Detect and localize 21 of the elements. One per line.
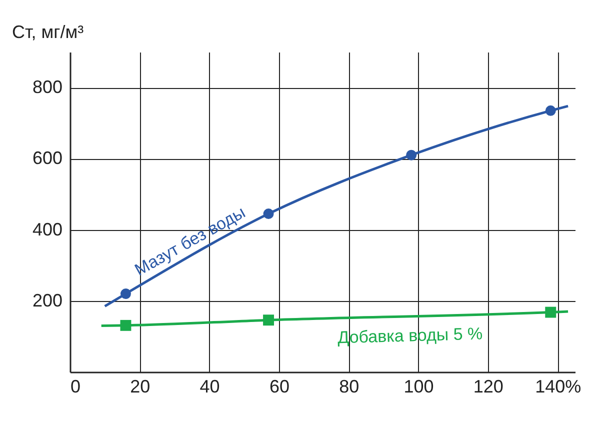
x-tick-label: 80 <box>339 376 360 396</box>
point <box>120 320 132 331</box>
x-tick-label: 120 <box>473 376 504 396</box>
y-tick-label: 200 <box>32 290 62 310</box>
y-tick-label: 600 <box>32 148 62 168</box>
y-axis-title: Ст, мг/м³ <box>12 22 84 42</box>
line-series <box>104 104 570 308</box>
point <box>545 105 556 116</box>
x-tick-label: 0 <box>70 376 81 396</box>
x-tick-label: 60 <box>269 376 290 396</box>
point <box>263 208 274 220</box>
point <box>120 288 131 300</box>
point <box>406 150 417 160</box>
x-tick-label: 40 <box>200 376 220 396</box>
y-tick-label: 800 <box>32 77 62 98</box>
x-tick-label: 20 <box>130 376 150 396</box>
y-tick-label: 400 <box>32 219 62 240</box>
x-tick-label: 140% <box>535 376 582 396</box>
x-tick-label: 100 <box>404 376 434 396</box>
point <box>263 314 274 326</box>
point <box>545 306 556 318</box>
